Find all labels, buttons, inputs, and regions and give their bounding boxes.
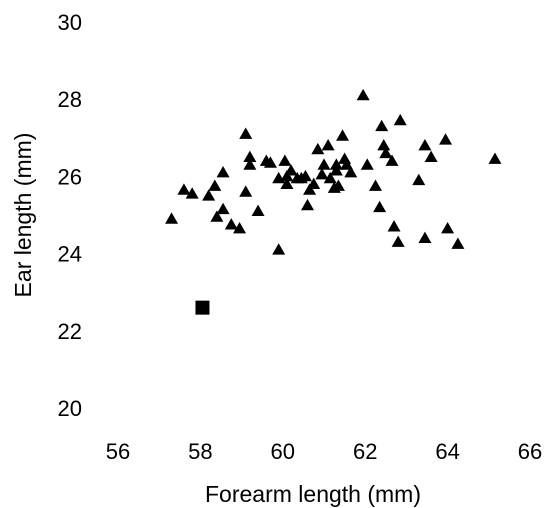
triangle-data-point [379,146,393,159]
triangle-data-point [356,88,370,101]
triangle-data-point [488,152,502,164]
triangle-data-point [321,139,335,151]
y-tick-label: 26 [58,164,82,189]
triangle-data-point [412,173,426,186]
y-tick-label: 30 [58,10,82,35]
y-tick-label: 22 [58,319,82,344]
triangle-data-point [243,158,257,170]
triangle-data-point [385,154,399,166]
triangle-data-point [331,179,345,191]
data-points [165,88,502,315]
triangle-data-point [239,127,253,139]
triangle-data-point [233,222,247,234]
triangle-data-point [307,177,321,189]
triangle-data-point [202,189,216,201]
triangle-data-point [375,119,389,132]
triangle-data-point [393,113,407,126]
triangle-data-point [344,166,358,178]
triangle-data-point [303,183,317,195]
x-axis-label: Forearm length (mm) [205,481,421,507]
triangle-data-point [439,133,453,145]
x-tick-labels: 56 58 60 62 64 66 [106,439,542,464]
triangle-data-point [323,171,337,184]
triangle-data-point [441,222,455,234]
triangle-data-point [336,129,350,141]
triangle-data-point [239,185,253,197]
triangle-data-point [424,150,438,162]
triangle-data-point [391,235,405,247]
triangle-data-point [329,158,343,170]
triangle-data-point [243,150,257,162]
triangle-data-point [340,158,354,170]
triangle-data-point [418,139,432,151]
x-tick-label: 58 [188,439,212,464]
y-tick-label: 20 [58,396,82,421]
x-tick-label: 66 [518,439,542,464]
triangle-data-point [418,231,432,244]
triangle-data-point [360,158,374,170]
triangle-data-point [451,237,465,249]
triangle-data-point [280,177,294,189]
triangle-data-point [177,183,191,195]
triangle-data-point [373,200,387,213]
x-tick-label: 62 [353,439,377,464]
triangle-data-point [369,179,382,191]
triangle-data-point [280,169,294,182]
y-axis-label: Ear length (mm) [10,133,36,298]
triangle-data-point [278,154,292,166]
triangle-data-point [311,142,325,155]
triangle-data-point [216,166,230,178]
triangle-data-point [208,179,222,191]
triangle-data-point [216,202,230,215]
triangle-data-point [210,210,224,222]
triangle-data-point [329,164,343,176]
triangle-data-point [224,218,238,230]
triangle-data-point [263,156,277,168]
y-tick-label: 24 [58,242,82,267]
square-data-point [195,300,210,315]
y-tick-labels: 20 22 24 26 28 30 [58,10,82,421]
x-tick-label: 64 [435,439,459,464]
triangle-data-point [284,164,298,176]
x-tick-label: 60 [271,439,295,464]
triangle-data-point [317,158,331,170]
triangle-data-point [315,167,329,180]
triangle-data-point [298,169,312,182]
triangle-data-point [165,212,179,224]
triangle-data-point [387,220,401,232]
triangle-data-point [301,198,315,211]
triangle-data-point [185,187,199,199]
triangle-data-point [272,243,286,255]
x-tick-label: 56 [106,439,130,464]
triangle-data-point [377,139,391,151]
y-tick-label: 28 [58,87,82,112]
triangle-data-point [251,204,265,217]
